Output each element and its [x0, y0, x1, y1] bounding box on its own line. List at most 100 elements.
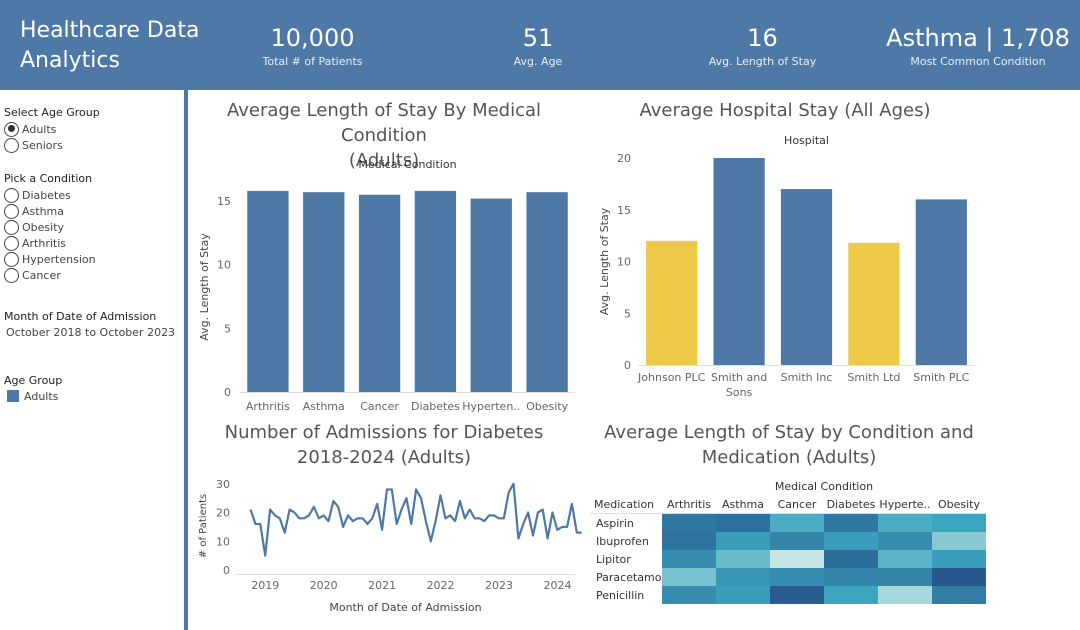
bar	[780, 189, 833, 365]
radio-unselected-icon	[4, 203, 19, 219]
x-tick-label: Diabetes	[411, 400, 460, 413]
chart-header-label: Medical Condition	[358, 158, 456, 171]
y-tick-label: 0	[224, 386, 231, 399]
radio-label: Seniors	[22, 138, 63, 152]
radio-unselected-icon	[4, 187, 19, 203]
hospital-chart-title: Average Hospital Stay (All Ages)	[639, 100, 931, 121]
medication-heatmap: Medical Condition Medication Arthritis Asth…	[590, 480, 986, 604]
legend-heading: Age Group	[4, 374, 63, 387]
radio-unselected-icon	[4, 251, 19, 267]
heatmap-cell	[932, 514, 986, 532]
kpi-total-patients: 10,000 Total # of Patients	[240, 22, 385, 70]
heatmap-cell	[878, 514, 932, 532]
heatmap-cell	[878, 532, 932, 550]
row-header-label: Medication	[594, 498, 654, 511]
heatmap-cell	[932, 586, 986, 604]
x-tick-label: Cancer	[360, 400, 399, 413]
x-tick-label: Smith Ltd	[847, 371, 900, 384]
heatmap-cell	[662, 532, 716, 550]
kpi-common-condition: Asthma | 1,708 Most Common Condition	[884, 22, 1072, 70]
x-axis-label: Month of Date of Admission	[329, 601, 481, 614]
title-line-1: Healthcare Data	[20, 18, 200, 43]
y-tick-label: 10	[617, 256, 631, 269]
heatmap-cell	[662, 550, 716, 568]
radio-unselected-icon	[4, 219, 19, 235]
radio-unselected-icon	[4, 235, 19, 251]
row-label: Paracetamol	[596, 571, 665, 584]
header-bar: Healthcare Data Analytics 10,000 Total #…	[0, 0, 1080, 90]
heatmap-cell	[932, 532, 986, 550]
title-line: 2018-2024 (Adults)	[296, 447, 472, 468]
x-tick-label: Sons	[726, 386, 753, 399]
kpi-avg-stay: 16 Avg. Length of Stay	[700, 22, 825, 70]
heatmap-cell	[662, 568, 716, 586]
heatmap-cell	[878, 568, 932, 586]
radio-label: Asthma	[22, 204, 64, 218]
heatmap-cell	[932, 550, 986, 568]
kpi-label: Total # of Patients	[262, 55, 363, 68]
y-axis-label: Avg. Length of Stay	[598, 207, 611, 315]
bar	[713, 158, 765, 365]
dashboard-title: Healthcare Data Analytics	[20, 16, 220, 76]
condition-stay-bar-chart: Medical Condition 0 5 10 15 Avg. Length of St…	[198, 158, 575, 413]
radio-age-adults[interactable]: Adults	[4, 121, 56, 137]
heatmap-cell	[716, 568, 770, 586]
column-label: Obesity	[938, 498, 981, 511]
title-line: Average Length of Stay by Condition and	[604, 422, 974, 443]
title-line-2: Analytics	[20, 48, 120, 73]
row-label: Aspirin	[596, 517, 634, 530]
row-label: Lipitor	[596, 553, 631, 566]
heatmap-cell	[824, 532, 878, 550]
heatmap-cell	[716, 586, 770, 604]
heatmap-cell	[716, 550, 770, 568]
radio-condition-arthritis[interactable]: Arthritis	[4, 235, 66, 251]
radio-unselected-icon	[4, 137, 19, 153]
bar	[915, 199, 967, 365]
date-filter-value[interactable]: October 2018 to October 2023	[6, 326, 176, 339]
radio-condition-obesity[interactable]: Obesity	[4, 219, 64, 235]
x-tick-label: Smith and	[711, 371, 767, 384]
bar	[414, 190, 457, 392]
heatmap-cell	[662, 586, 716, 604]
radio-label: Obesity	[22, 220, 65, 234]
legend-swatch	[7, 390, 19, 402]
y-tick-label: 5	[224, 322, 231, 335]
heatmap-cell	[716, 514, 770, 532]
x-tick-label: 2019	[251, 579, 279, 592]
radio-condition-cancer[interactable]: Cancer	[4, 267, 61, 283]
y-axis-label: # of Patients	[198, 494, 209, 558]
radio-condition-diabetes[interactable]: Diabetes	[4, 187, 71, 203]
legend-item[interactable]: Adults	[24, 390, 59, 403]
bar	[470, 198, 512, 392]
radio-age-seniors[interactable]: Seniors	[4, 137, 63, 153]
radio-label: Arthritis	[22, 236, 67, 250]
chart-header-label: Medical Condition	[775, 480, 873, 493]
bar	[526, 192, 568, 392]
heatmap-chart-title: Average Length of Stay by Condition and …	[594, 420, 984, 470]
x-tick-label: 2020	[310, 579, 338, 592]
heatmap-cell	[878, 550, 932, 568]
y-tick-label: 15	[217, 195, 231, 208]
x-tick-label: 2022	[427, 579, 455, 592]
kpi-value: 51	[522, 24, 554, 52]
kpi-value: 16	[747, 24, 778, 52]
title-line: Medication (Adults)	[701, 447, 877, 468]
kpi-label: Most Common Condition	[910, 55, 1046, 68]
radio-condition-hypertension[interactable]: Hypertension	[4, 251, 96, 267]
x-tick-label: Johnson PLC	[637, 371, 706, 384]
bar	[358, 194, 401, 392]
heatmap-cell	[770, 586, 824, 604]
radio-label: Cancer	[22, 268, 61, 282]
heatmap-cell	[824, 568, 878, 586]
bar	[303, 192, 345, 392]
title-line: Average Length of Stay By Medical Condit…	[226, 100, 542, 146]
x-tick-label: Smith PLC	[913, 371, 969, 384]
column-label: Arthritis	[667, 498, 711, 511]
date-filter-heading: Month of Date of Admission	[4, 310, 157, 323]
condition-chart-title: Average Length of Stay By Medical Condit…	[190, 98, 578, 173]
radio-condition-asthma[interactable]: Asthma	[4, 203, 64, 219]
radio-label: Hypertension	[22, 252, 96, 266]
column-label: Diabetes	[827, 498, 876, 511]
age-group-heading: Select Age Group	[4, 106, 100, 119]
radio-label: Adults	[22, 122, 57, 136]
